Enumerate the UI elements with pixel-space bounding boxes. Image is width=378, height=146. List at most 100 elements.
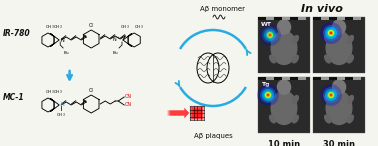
Text: In vivo: In vivo	[301, 4, 343, 14]
Ellipse shape	[292, 95, 299, 104]
Bar	[313, 77, 321, 80]
Bar	[190, 106, 204, 120]
Ellipse shape	[325, 90, 353, 125]
Circle shape	[327, 91, 335, 99]
Ellipse shape	[347, 95, 354, 104]
Text: $\mathsf{CH_3}$: $\mathsf{CH_3}$	[134, 24, 143, 31]
Ellipse shape	[269, 54, 276, 64]
Bar	[192, 108, 202, 118]
Bar	[345, 77, 353, 80]
Circle shape	[325, 27, 337, 39]
Bar	[258, 17, 310, 73]
Bar	[353, 17, 361, 20]
Bar	[345, 17, 353, 20]
Bar	[282, 17, 290, 20]
Bar	[337, 77, 345, 80]
Polygon shape	[169, 108, 189, 118]
Text: $\mathsf{Bu}$: $\mathsf{Bu}$	[112, 49, 119, 56]
Circle shape	[268, 33, 272, 37]
Circle shape	[260, 87, 276, 103]
Text: $\mathsf{CH_3}$: $\mathsf{CH_3}$	[56, 111, 66, 119]
Ellipse shape	[269, 35, 276, 44]
Text: CN: CN	[125, 102, 132, 107]
Ellipse shape	[347, 54, 354, 64]
Bar	[329, 17, 337, 20]
Circle shape	[323, 25, 339, 41]
Circle shape	[327, 29, 335, 37]
Text: Cl: Cl	[89, 88, 94, 93]
Ellipse shape	[277, 79, 291, 95]
Ellipse shape	[292, 54, 299, 64]
Text: MC-1: MC-1	[3, 93, 25, 102]
Text: IR-780: IR-780	[3, 28, 31, 38]
Text: Cl: Cl	[89, 23, 94, 28]
Ellipse shape	[292, 35, 299, 44]
Circle shape	[323, 87, 339, 103]
Text: $\mathsf{CH_3}$: $\mathsf{CH_3}$	[53, 89, 63, 96]
Text: CN: CN	[125, 93, 132, 99]
Circle shape	[329, 31, 333, 35]
Circle shape	[259, 24, 281, 46]
Text: N: N	[60, 102, 64, 107]
Ellipse shape	[324, 54, 331, 64]
Ellipse shape	[271, 30, 297, 65]
Text: Aβ monomer: Aβ monomer	[200, 6, 245, 12]
Ellipse shape	[347, 35, 354, 44]
Circle shape	[269, 34, 271, 36]
Text: N$^+$: N$^+$	[112, 35, 121, 44]
Circle shape	[325, 89, 337, 101]
Bar	[282, 77, 290, 80]
Text: $\mathsf{CH_3}$: $\mathsf{CH_3}$	[120, 24, 130, 31]
Bar	[266, 77, 274, 80]
Bar	[274, 17, 282, 20]
Bar	[194, 110, 200, 116]
Bar	[258, 77, 266, 80]
Polygon shape	[168, 108, 189, 118]
Bar	[313, 77, 365, 133]
Text: $\mathsf{CH_3}$: $\mathsf{CH_3}$	[53, 24, 63, 31]
Bar	[191, 107, 203, 119]
Circle shape	[266, 93, 270, 97]
Circle shape	[262, 89, 274, 101]
Bar	[193, 109, 201, 117]
Bar	[193, 109, 201, 117]
Circle shape	[265, 92, 271, 98]
Circle shape	[330, 32, 332, 34]
Bar	[337, 17, 345, 20]
Bar	[313, 17, 321, 20]
Circle shape	[320, 22, 342, 44]
Text: WT: WT	[261, 22, 272, 27]
Bar	[298, 77, 306, 80]
Circle shape	[329, 93, 333, 97]
Bar	[258, 17, 266, 20]
Text: N: N	[60, 38, 64, 42]
Bar	[290, 77, 298, 80]
Circle shape	[264, 91, 272, 99]
Ellipse shape	[269, 95, 276, 104]
Bar	[189, 105, 205, 121]
Bar	[194, 110, 200, 116]
Ellipse shape	[347, 114, 354, 124]
Polygon shape	[170, 108, 189, 118]
Circle shape	[328, 30, 334, 36]
Text: 10 min: 10 min	[268, 140, 300, 146]
Ellipse shape	[325, 30, 353, 65]
Text: $\mathsf{CH_3}$: $\mathsf{CH_3}$	[45, 89, 54, 96]
Circle shape	[257, 84, 279, 106]
Bar	[353, 77, 361, 80]
Ellipse shape	[324, 95, 331, 104]
Bar	[266, 17, 274, 20]
Ellipse shape	[271, 90, 297, 125]
Bar	[190, 106, 204, 120]
Bar	[298, 17, 306, 20]
Circle shape	[330, 94, 332, 96]
Polygon shape	[167, 107, 189, 119]
Bar	[274, 77, 282, 80]
Circle shape	[264, 29, 276, 41]
Bar	[321, 17, 329, 20]
Circle shape	[262, 27, 278, 43]
Text: 30 min: 30 min	[323, 140, 355, 146]
Text: $\mathsf{Bu}$: $\mathsf{Bu}$	[63, 49, 70, 56]
Text: Tg: Tg	[261, 82, 270, 87]
Text: $\mathsf{CH_3}$: $\mathsf{CH_3}$	[45, 24, 54, 31]
